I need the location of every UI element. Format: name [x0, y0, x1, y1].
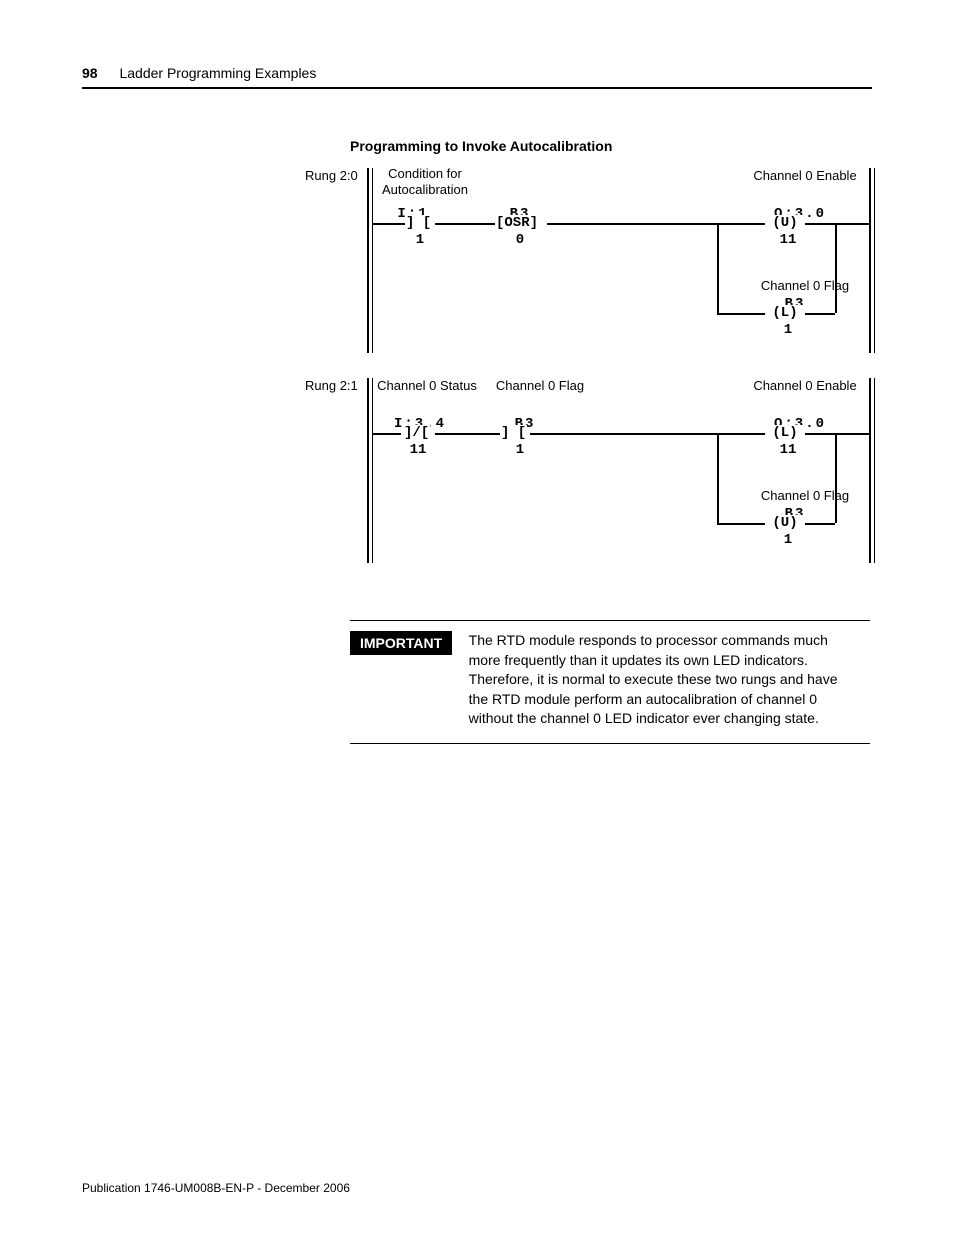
rung-label: Rung 2:0: [305, 168, 358, 183]
wire: [835, 433, 869, 435]
wire: [435, 433, 500, 435]
right-rail: [869, 168, 875, 353]
wire: [717, 313, 767, 315]
wire: [805, 223, 835, 225]
out1-bit: 11: [773, 232, 803, 249]
osr-bit: 0: [505, 232, 535, 249]
wire: [547, 223, 717, 225]
branch-wire: [717, 223, 719, 313]
important-callout: IMPORTANT The RTD module responds to pro…: [350, 620, 870, 744]
out1-bit: 11: [773, 442, 803, 459]
in1-label: Channel 0 Status: [367, 378, 487, 394]
xic-symbol: ] [: [405, 215, 432, 231]
out1-label: Channel 0 Enable: [735, 168, 875, 184]
page-header: 98 Ladder Programming Examples: [82, 65, 872, 89]
ladder-diagram: Rung 2:0 Condition for Autocalibration C…: [305, 168, 875, 573]
out1-label: Channel 0 Enable: [735, 378, 875, 394]
wire: [717, 523, 767, 525]
branch-end-wire: [835, 223, 837, 313]
chapter-title: Ladder Programming Examples: [119, 65, 316, 81]
rung-1: Rung 2:1 Channel 0 Status Channel 0 Flag…: [305, 378, 875, 573]
wire: [717, 223, 767, 225]
out2-bit: 1: [773, 322, 803, 339]
out2-bit: 1: [773, 532, 803, 549]
out2-label: Channel 0 Flag: [735, 278, 875, 294]
branch-wire: [717, 433, 719, 523]
in1-bit: 1: [405, 232, 435, 249]
right-rail: [869, 378, 875, 563]
branch-end-wire: [835, 433, 837, 523]
out1-sym: (L): [765, 425, 805, 441]
section-title: Programming to Invoke Autocalibration: [350, 138, 612, 154]
xio-symbol: ]/[: [403, 425, 430, 441]
wire: [717, 433, 767, 435]
rung-0: Rung 2:0 Condition for Autocalibration C…: [305, 168, 875, 363]
wire: [373, 223, 407, 225]
in2-bit: 1: [505, 442, 535, 459]
wire: [530, 433, 717, 435]
important-tag: IMPORTANT: [350, 631, 452, 655]
out2-sym: (L): [765, 305, 805, 321]
out2-sym: (U): [765, 515, 805, 531]
out2-label: Channel 0 Flag: [735, 488, 875, 504]
condition-label: Condition for Autocalibration: [365, 166, 485, 197]
in1-bit: 11: [403, 442, 433, 459]
wire: [435, 223, 495, 225]
out1-sym: (U): [765, 215, 805, 231]
publication-footer: Publication 1746-UM008B-EN-P - December …: [82, 1181, 350, 1195]
osr-symbol: [OSR]: [495, 215, 539, 231]
wire: [805, 523, 835, 525]
page-number: 98: [82, 65, 98, 81]
wire: [805, 313, 835, 315]
left-rail: [367, 378, 373, 563]
wire: [805, 433, 835, 435]
rung-label: Rung 2:1: [305, 378, 358, 393]
in2-label: Channel 0 Flag: [480, 378, 600, 394]
xic-symbol: ] [: [500, 425, 527, 441]
wire: [373, 433, 401, 435]
important-text: The RTD module responds to processor com…: [469, 631, 859, 729]
wire: [835, 223, 869, 225]
